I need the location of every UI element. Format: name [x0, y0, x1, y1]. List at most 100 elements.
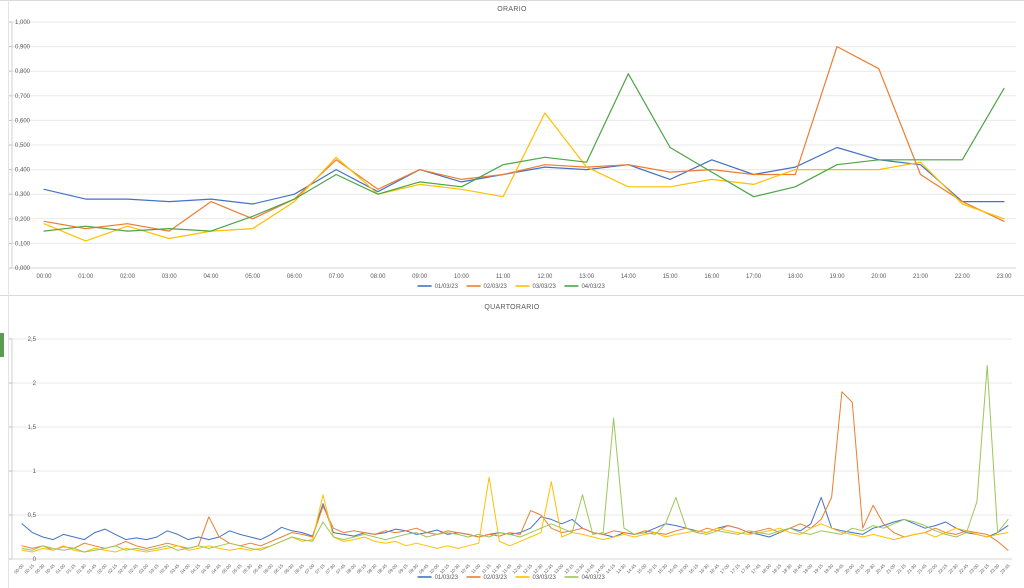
y-axis-label: 1 [33, 469, 37, 475]
legend-label: 03/03/23 [533, 575, 557, 581]
x-tick-label: 13:30 [574, 563, 586, 575]
x-tick-label: 05:00 [245, 274, 261, 280]
y-axis-label: 0,400 [15, 168, 31, 174]
x-tick-label: 17:45 [750, 563, 762, 575]
series-line-04/03/23[interactable] [21, 364, 1009, 553]
x-tick-label: 17:00 [719, 563, 731, 575]
x-tick-label: 01:00 [78, 274, 94, 280]
legend-item-02/03/23[interactable]: 02/03/23 [466, 284, 508, 290]
y-axis-label: 1,000 [15, 20, 31, 26]
legend-item-01/03/23[interactable]: 01/03/23 [417, 575, 459, 581]
x-tick-label: 12:00 [537, 274, 553, 280]
x-tick-label: 15:00 [663, 274, 679, 280]
y-axis-label: 0,500 [15, 143, 31, 149]
x-tick-label: 07:30 [325, 563, 337, 575]
x-tick-label: 02:30 [117, 563, 129, 575]
y-axis-label: 0,800 [15, 69, 31, 75]
x-tick-label: 14:45 [626, 563, 638, 575]
x-tick-label: 17:30 [740, 563, 752, 575]
legend-label: 01/03/23 [435, 575, 459, 581]
x-tick-label: 01:00 [55, 563, 67, 575]
series-line-02/03/23[interactable] [43, 45, 1005, 232]
x-tick-label: 21:30 [906, 563, 918, 575]
x-tick-label: 08:30 [366, 563, 378, 575]
x-tick-label: 11:45 [501, 563, 513, 575]
x-tick-label: 06:30 [283, 563, 295, 575]
legend-label: 01/03/23 [435, 284, 459, 290]
x-tick-label: 20:45 [875, 563, 887, 575]
legend-item-02/03/23[interactable]: 02/03/23 [466, 575, 508, 581]
x-tick-label: 02:00 [120, 274, 136, 280]
x-tick-label: 22:30 [947, 563, 959, 575]
x-tick-label: 16:15 [688, 563, 700, 575]
x-tick-label: 11:15 [480, 563, 492, 575]
x-tick-label: 06:00 [262, 563, 274, 575]
x-tick-label: 11:30 [491, 563, 503, 575]
x-tick-label: 16:30 [698, 563, 710, 575]
x-tick-label: 12:00 [511, 563, 523, 575]
x-tick-label: 05:45 [252, 563, 264, 575]
x-tick-label: 00:15 [24, 563, 36, 575]
x-tick-label: 08:00 [370, 274, 386, 280]
y-axis-label: 2,5 [28, 337, 37, 343]
x-tick-label: 10:45 [460, 563, 472, 575]
chart-orario-panel[interactable]: ORARIO 0,000 0,100 0,200 0,300 0,400 0,500 0,6… [0, 0, 1024, 296]
x-tick-label: 14:30 [615, 563, 627, 575]
x-tick-label: 13:45 [584, 563, 596, 575]
x-tick-label: 15:00 [636, 563, 648, 575]
x-tick-label: 00:30 [34, 563, 46, 575]
x-tick-label: 04:45 [210, 563, 222, 575]
x-tick-label: 19:45 [833, 563, 845, 575]
x-tick-label: 22:15 [937, 563, 949, 575]
x-tick-label: 19:15 [812, 563, 824, 575]
x-tick-label: 03:15 [148, 563, 160, 575]
x-tick-label: 11:00 [470, 563, 482, 575]
series-line-01/03/23[interactable] [43, 146, 1005, 205]
legend-item-01/03/23[interactable]: 01/03/23 [417, 284, 459, 290]
legend-label: 02/03/23 [484, 284, 508, 290]
x-tick-label: 19:00 [802, 563, 814, 575]
x-tick-label: 18:00 [788, 274, 804, 280]
series-line-04/03/23[interactable] [43, 73, 1005, 232]
legend-item-03/03/23[interactable]: 03/03/23 [515, 575, 557, 581]
quartorario-line-chart: 00,511,522,500:0000:1500:3000:4501:0001:… [9, 337, 1012, 581]
y-axis-label: 0,700 [15, 94, 31, 100]
x-tick-label: 06:45 [293, 563, 305, 575]
x-tick-label: 01:30 [75, 563, 87, 575]
x-tick-label: 10:30 [449, 563, 461, 575]
y-axis-label: 1,5 [28, 425, 37, 431]
x-tick-label: 09:00 [387, 563, 399, 575]
x-tick-label: 10:00 [428, 563, 440, 575]
series-line-03/03/23[interactable] [43, 112, 1005, 242]
x-tick-label: 11:00 [496, 274, 511, 280]
legend-label: 02/03/23 [484, 575, 508, 581]
x-tick-label: 09:00 [412, 274, 428, 280]
x-tick-label: 05:30 [242, 563, 254, 575]
series-line-02/03/23[interactable] [21, 391, 1009, 551]
x-tick-label: 10:00 [454, 274, 470, 280]
x-tick-label: 21:45 [916, 563, 928, 575]
x-tick-label: 01:15 [65, 563, 77, 575]
x-tick-label: 08:45 [376, 563, 388, 575]
chart-quartorario-panel[interactable]: QUARTORARIO 0 0,5 1 1,5 2 2,5 00:00 00:15 00:30 0… [0, 296, 1024, 588]
x-tick-label: 00:00 [13, 563, 25, 575]
x-tick-label: 02:00 [96, 563, 108, 575]
x-tick-label: 09:30 [408, 563, 420, 575]
legend-item-04/03/23[interactable]: 04/03/23 [564, 575, 605, 581]
x-tick-label: 09:15 [397, 563, 409, 575]
legend-item-03/03/23[interactable]: 03/03/23 [515, 284, 557, 290]
x-tick-label: 16:00 [677, 563, 689, 575]
x-tick-label: 18:30 [781, 563, 793, 575]
x-tick-label: 21:00 [913, 274, 929, 280]
x-tick-label: 14:15 [605, 563, 617, 575]
x-tick-label: 12:15 [522, 563, 534, 575]
legend-label: 04/03/23 [581, 575, 605, 581]
x-tick-label: 08:15 [356, 563, 368, 575]
legend-item-04/03/23[interactable]: 04/03/23 [564, 284, 605, 290]
x-tick-label: 05:15 [231, 563, 243, 575]
x-tick-label: 01:45 [86, 563, 98, 575]
x-tick-label: 03:00 [162, 274, 178, 280]
x-tick-label: 20:00 [844, 563, 856, 575]
y-axis-label: 0,100 [15, 241, 31, 247]
x-tick-label: 00:00 [36, 274, 52, 280]
